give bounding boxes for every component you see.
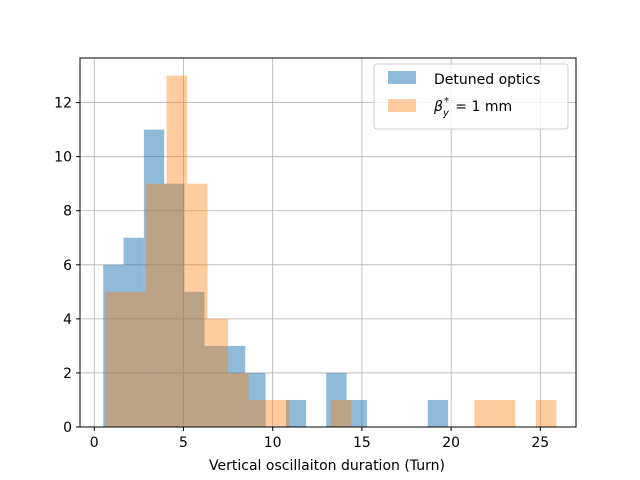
x-axis-label: Vertical oscillaiton duration (Turn) [209, 458, 445, 474]
bar-detuned-optics [427, 399, 449, 427]
legend-swatch-beta-y-1mm [388, 99, 416, 112]
legend-frame [373, 63, 569, 130]
x-tick-label: 5 [179, 435, 188, 451]
bar-beta-y-1mm [187, 183, 208, 427]
x-tick-label: 25 [531, 435, 549, 451]
bar-detuned-optics [164, 183, 185, 427]
bar-detuned-optics [285, 399, 307, 427]
x-tick-label: 20 [442, 435, 460, 451]
bar-detuned-optics [184, 291, 205, 427]
bar-beta-y-1mm [228, 372, 249, 427]
bar-beta-y-1mm [474, 399, 495, 427]
y-tick-label: 2 [63, 366, 72, 382]
bar-detuned-optics [123, 237, 144, 427]
y-tick-label: 12 [54, 96, 72, 112]
bar-detuned-optics [204, 345, 225, 427]
y-tick-label: 6 [63, 258, 72, 274]
bar-beta-y-1mm [248, 399, 270, 427]
bar-detuned-optics [103, 264, 124, 427]
bar-beta-y-1mm [104, 291, 126, 427]
y-tick-label: 0 [63, 420, 72, 436]
bar-beta-y-1mm [494, 399, 516, 427]
bar-beta-y-1mm [535, 399, 557, 427]
legend: Detuned optics β* y = 1 mm [373, 63, 569, 130]
bar-detuned-optics [326, 372, 347, 427]
bar-beta-y-1mm [146, 183, 167, 427]
bar-beta-y-1mm [269, 399, 290, 427]
y-tick-label: 8 [63, 204, 72, 220]
x-tick-label: 0 [90, 435, 99, 451]
bar-detuned-optics [245, 372, 266, 427]
series-beta-y-1mm [104, 75, 557, 428]
bar-beta-y-1mm [207, 318, 229, 427]
legend-swatch-detuned-optics [388, 71, 416, 84]
y-axis-ticks: 0 2 4 6 8 10 12 [54, 96, 80, 436]
axes-frame [79, 57, 577, 428]
series-detuned-optics [103, 129, 449, 427]
axes [79, 57, 577, 428]
legend-label-detuned-optics: Detuned optics [434, 72, 540, 88]
bar-detuned-optics [143, 129, 165, 427]
bar-detuned-optics [346, 399, 367, 427]
x-tick-label: 10 [264, 435, 282, 451]
bar-beta-y-1mm [166, 75, 188, 428]
y-tick-label: 4 [63, 312, 72, 328]
y-tick-label: 10 [54, 150, 72, 166]
bar-beta-y-1mm [125, 291, 147, 427]
x-tick-label: 15 [353, 435, 371, 451]
bar-detuned-optics [224, 345, 246, 427]
legend-label-beta-y-1mm: β* y = 1 mm [433, 96, 512, 119]
bar-beta-y-1mm [330, 399, 352, 427]
x-axis-ticks: 0 5 10 15 20 25 [90, 427, 549, 451]
